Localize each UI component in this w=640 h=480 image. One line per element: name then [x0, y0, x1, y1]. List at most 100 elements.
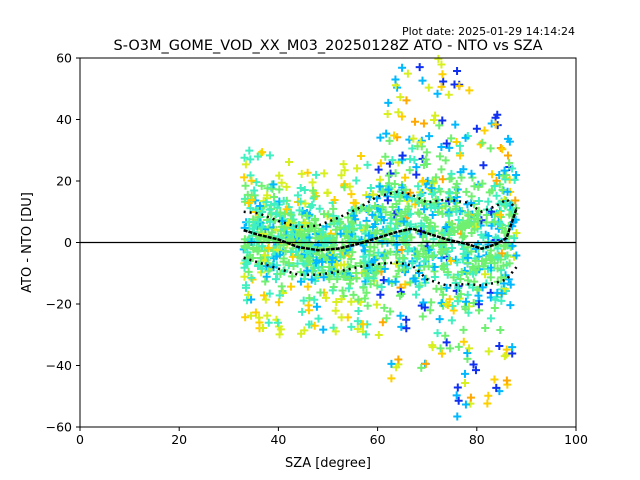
data-point	[275, 291, 284, 300]
data-point	[273, 245, 282, 254]
data-point	[279, 215, 288, 224]
data-point	[247, 295, 256, 304]
data-point	[257, 181, 266, 190]
data-point	[505, 158, 514, 167]
data-point	[442, 338, 451, 347]
data-point	[326, 229, 335, 238]
data-point	[434, 239, 443, 248]
data-point	[365, 247, 374, 256]
data-point	[501, 170, 510, 179]
data-point	[428, 226, 437, 235]
data-point	[383, 196, 392, 205]
data-point	[392, 232, 401, 241]
data-point	[495, 341, 504, 350]
data-point	[453, 297, 462, 306]
data-point	[506, 301, 515, 310]
data-point	[444, 211, 453, 220]
data-point	[262, 272, 271, 281]
y-tick-label: 20	[56, 174, 72, 189]
data-point	[451, 120, 460, 129]
data-point	[502, 200, 511, 209]
data-point	[490, 182, 499, 191]
data-point	[244, 199, 253, 208]
data-point	[249, 245, 258, 254]
data-point	[424, 262, 433, 271]
data-point	[452, 391, 461, 400]
data-point	[382, 314, 391, 323]
data-point	[246, 171, 255, 180]
data-point	[408, 144, 417, 153]
data-point	[380, 303, 389, 312]
data-point	[382, 225, 391, 234]
data-point	[315, 204, 324, 213]
data-point	[243, 190, 252, 199]
data-point	[261, 251, 270, 260]
data-point	[432, 284, 441, 293]
data-point	[320, 169, 329, 178]
data-point	[248, 275, 257, 284]
data-point	[303, 211, 312, 220]
data-point	[395, 291, 404, 300]
data-point	[285, 157, 294, 166]
data-point	[458, 225, 467, 234]
data-point	[460, 369, 469, 378]
data-point	[299, 296, 308, 305]
data-point	[281, 247, 290, 256]
data-point	[337, 171, 346, 180]
data-point	[306, 248, 315, 257]
data-point	[346, 279, 355, 288]
data-point	[362, 221, 371, 230]
data-point	[444, 230, 453, 239]
data-point	[292, 247, 301, 256]
data-point	[467, 192, 476, 201]
data-point	[380, 254, 389, 263]
data-point	[486, 144, 495, 153]
data-point	[508, 343, 517, 352]
data-point	[484, 232, 493, 241]
data-point	[296, 183, 305, 192]
data-point	[300, 186, 309, 195]
data-point	[496, 219, 505, 228]
data-point	[329, 236, 338, 245]
data-point	[463, 253, 472, 262]
data-point	[445, 295, 454, 304]
data-point	[443, 268, 452, 277]
data-point	[429, 251, 438, 260]
data-point	[484, 391, 493, 400]
data-point	[465, 86, 474, 95]
data-point	[383, 110, 392, 119]
data-point	[478, 179, 487, 188]
data-point	[401, 173, 410, 182]
data-point	[436, 344, 445, 353]
data-point	[303, 282, 312, 291]
data-point	[403, 69, 412, 78]
data-point	[397, 322, 406, 331]
data-point	[288, 252, 297, 261]
data-point	[487, 207, 496, 216]
data-point	[347, 190, 356, 199]
data-point	[499, 261, 508, 270]
data-point	[426, 306, 435, 315]
data-point	[486, 246, 495, 255]
data-point	[402, 324, 411, 333]
data-point	[361, 330, 370, 339]
x-tick-label: 100	[564, 432, 588, 447]
data-point	[296, 253, 305, 262]
data-point	[435, 121, 444, 130]
data-point	[248, 253, 257, 262]
data-point	[463, 290, 472, 299]
data-point	[505, 137, 514, 146]
data-point	[376, 159, 385, 168]
data-point	[319, 325, 328, 334]
data-point	[501, 242, 510, 251]
data-point	[371, 202, 380, 211]
data-point	[441, 202, 450, 211]
data-point	[269, 192, 278, 201]
data-point	[491, 233, 500, 242]
data-point	[240, 153, 249, 162]
data-point	[343, 213, 352, 222]
data-point	[408, 194, 417, 203]
data-point	[410, 117, 419, 126]
data-point	[373, 281, 382, 290]
data-point	[275, 185, 284, 194]
